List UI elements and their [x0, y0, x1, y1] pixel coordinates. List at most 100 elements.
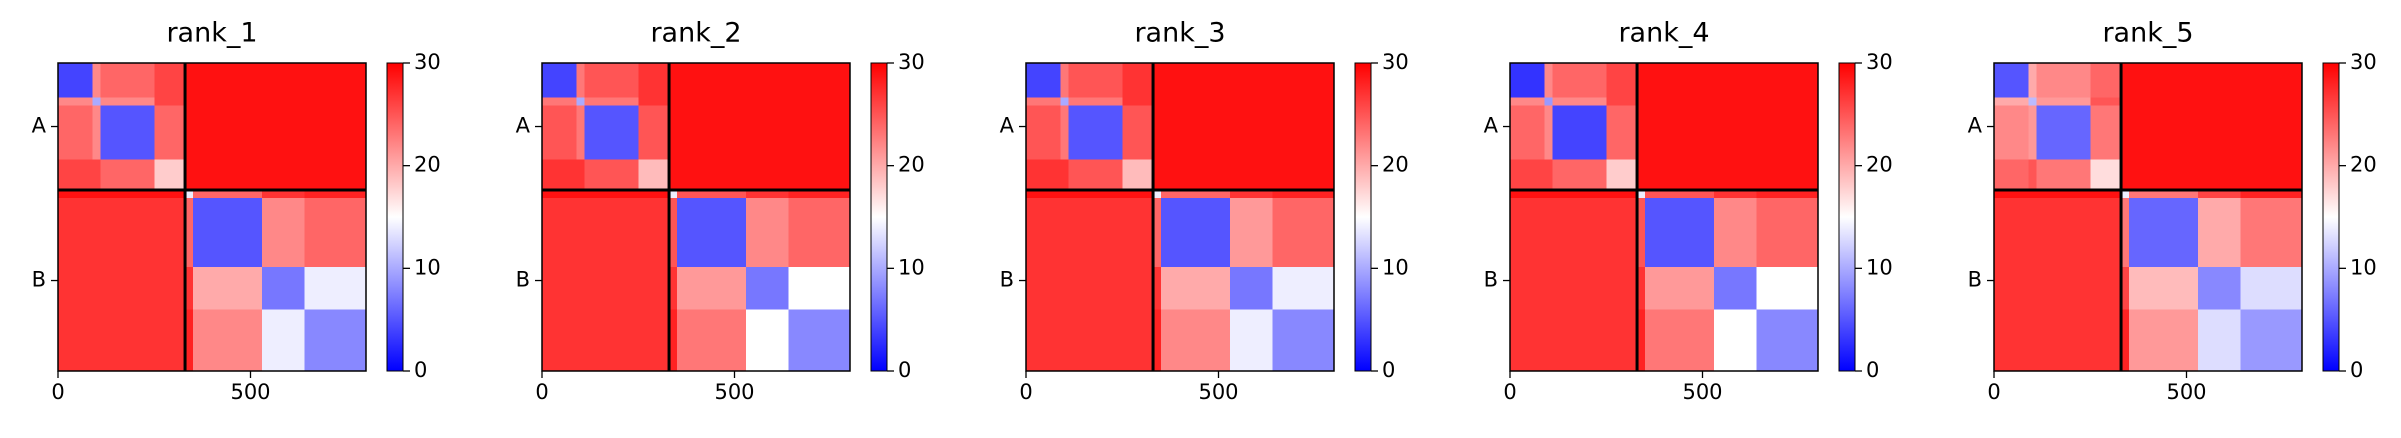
heat-cell — [2121, 63, 2129, 98]
heat-cell — [1510, 190, 1545, 198]
heat-cell — [1552, 267, 1607, 310]
x-tick-label: 500 — [2166, 380, 2206, 404]
heat-cell — [185, 190, 193, 198]
heat-cell — [542, 190, 577, 198]
colorbar-tick-label: 20 — [1382, 153, 1409, 177]
axes-frame — [57, 62, 367, 372]
heat-cell — [154, 105, 186, 160]
x-tick-label: 0 — [1019, 380, 1032, 404]
heat-cell — [1026, 190, 1061, 198]
x-tick-label: 0 — [1987, 380, 2000, 404]
heat-cell — [1026, 105, 1061, 160]
heat-cell — [1026, 97, 1061, 106]
heat-cell — [58, 105, 93, 160]
heat-cell — [1552, 197, 1607, 268]
heat-cell — [638, 159, 670, 191]
heat-cell — [2198, 190, 2241, 198]
heat-cell — [1606, 105, 1638, 160]
heat-cell — [1153, 63, 1161, 98]
heat-cell — [58, 309, 93, 371]
heat-cell — [2036, 159, 2091, 191]
heat-cell — [1544, 190, 1553, 198]
heat-cell — [1637, 267, 1645, 310]
heat-cell — [788, 197, 850, 268]
heat-cell — [669, 309, 677, 371]
heat-cell — [304, 309, 366, 371]
colorbar — [1838, 62, 1856, 372]
heat-cell — [2198, 197, 2241, 268]
heat-cell — [638, 105, 670, 160]
heat-cell — [2198, 309, 2241, 371]
heat-cell — [576, 190, 585, 198]
heat-cell — [304, 63, 366, 98]
heat-cell — [2128, 197, 2199, 268]
heat-cell — [1122, 267, 1154, 310]
colorbar-tick-label: 10 — [1866, 255, 1893, 279]
heat-cell — [788, 309, 850, 371]
colorbar-tick-label: 30 — [898, 50, 925, 74]
heat-cell — [1606, 267, 1638, 310]
heat-cell — [746, 267, 789, 310]
heat-cell — [2090, 63, 2122, 98]
heat-cell — [746, 190, 789, 198]
heat-cell — [1060, 97, 1069, 106]
heat-cell — [1552, 105, 1607, 160]
heat-cell — [2028, 97, 2037, 106]
heat-cell — [1714, 197, 1757, 268]
axes-frame — [1025, 62, 1335, 372]
y-tick-label: B — [516, 268, 530, 292]
heat-cell — [192, 267, 263, 310]
heat-cell — [542, 197, 577, 268]
colorbar — [2322, 62, 2340, 372]
heat-cell — [2121, 105, 2129, 160]
heat-cell — [58, 97, 93, 106]
colorbar-tick-label: 0 — [2350, 358, 2363, 382]
heat-cell — [1272, 267, 1334, 310]
heat-cell — [1060, 63, 1069, 98]
colorbar — [1354, 62, 1372, 372]
heat-cell — [1552, 97, 1607, 106]
heat-cell — [1122, 105, 1154, 160]
heat-cell — [1994, 190, 2029, 198]
heat-cell — [1122, 63, 1154, 98]
heat-cell — [1122, 190, 1154, 198]
heat-cell — [1637, 197, 1645, 268]
panel-title: rank_3 — [1134, 18, 1225, 49]
heat-cell — [2121, 190, 2129, 198]
x-tick-label: 0 — [535, 380, 548, 404]
heat-cell — [542, 97, 577, 106]
heat-cell — [92, 105, 101, 160]
heat-cell — [92, 190, 101, 198]
heat-cell — [638, 63, 670, 98]
heat-cell — [1068, 267, 1123, 310]
heat-cell — [2036, 267, 2091, 310]
heat-cell — [746, 105, 789, 160]
heat-cell — [746, 197, 789, 268]
heat-cell — [1756, 63, 1818, 98]
heat-cell — [92, 97, 101, 106]
panel-title: rank_4 — [1618, 18, 1709, 49]
heat-cell — [1510, 159, 1545, 191]
heat-cell — [1756, 197, 1818, 268]
heat-cell — [2036, 197, 2091, 268]
heat-cell — [185, 63, 193, 98]
heat-cell — [669, 63, 677, 98]
heat-cell — [154, 63, 186, 98]
colorbar-tick-label: 0 — [1866, 358, 1879, 382]
heat-cell — [746, 63, 789, 98]
heat-cell — [2036, 97, 2091, 106]
heat-cell — [1068, 97, 1123, 106]
heat-cell — [2028, 190, 2037, 198]
heat-cell — [192, 190, 263, 198]
heat-cell — [2090, 97, 2122, 106]
heat-cell — [584, 197, 639, 268]
heat-cell — [100, 105, 155, 160]
heat-cell — [2240, 267, 2302, 310]
heat-cell — [576, 267, 585, 310]
heat-cell — [1160, 309, 1231, 371]
heat-cell — [1230, 159, 1273, 191]
heat-cell — [2198, 63, 2241, 98]
heat-cell — [669, 197, 677, 268]
heat-cell — [2036, 309, 2091, 371]
